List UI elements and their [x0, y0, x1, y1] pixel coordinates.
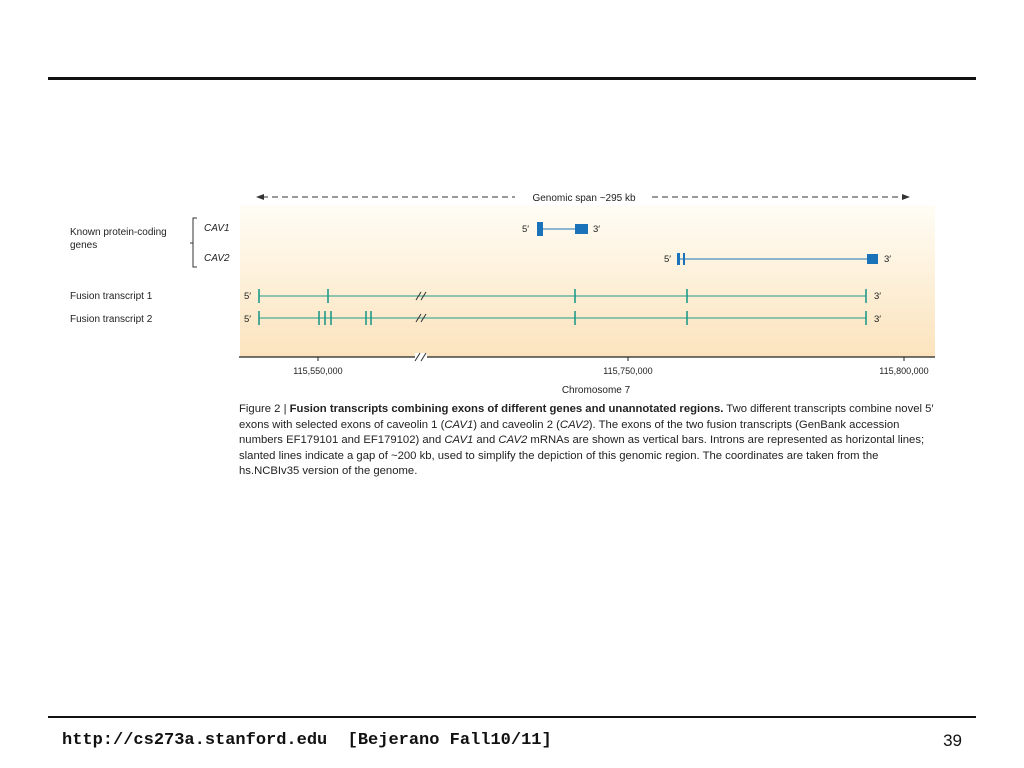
cav2-exon-2	[683, 253, 685, 265]
axis-tick-label-3: 115,800,000	[879, 366, 928, 376]
caption-cav2: CAV2	[498, 434, 528, 446]
cav1-3prime: 3′	[593, 224, 600, 235]
caption-text: Two different transcripts combine novel …	[239, 403, 934, 431]
caption-text: ) and caveolin 2 (	[473, 418, 560, 431]
arrowhead-right	[902, 194, 910, 200]
fusion-transcript-1-label: Fusion transcript 1	[70, 291, 153, 302]
axis-label: Chromosome 7	[562, 385, 631, 396]
caption-cav1: CAV1	[444, 434, 474, 446]
cav2-exon-1	[677, 253, 680, 265]
axis-tick-label-1: 115,550,000	[293, 366, 342, 376]
fusion2-5prime: 5′	[244, 314, 251, 325]
known-genes-label-line2: genes	[70, 240, 97, 251]
caption-text: and	[473, 434, 499, 446]
fusion2-3prime: 3′	[874, 314, 881, 325]
fusion1-5prime: 5′	[244, 291, 251, 302]
caption-text: ). The exons of the two fusion transcrip…	[239, 418, 900, 447]
caption-text: mRNAs are shown as vertical bars. Intron…	[239, 434, 925, 477]
arrowhead-left	[256, 194, 264, 200]
caption-title: Fusion transcripts combining exons of di…	[289, 403, 724, 415]
axis-gap-mark	[414, 352, 427, 362]
fusion2-exons	[258, 311, 867, 325]
caption-cav1: CAV1	[444, 418, 474, 431]
caption-cav2: CAV2	[559, 418, 589, 431]
cav1-exon-2	[575, 224, 588, 234]
footer-url: http://cs273a.stanford.edu [Bejerano Fal…	[62, 731, 552, 750]
cav2-5prime: 5′	[664, 254, 671, 265]
axis-ticks	[317, 357, 905, 361]
fusion2-gap-mark	[415, 313, 427, 323]
cav1-exon-1	[537, 222, 543, 236]
caption-prefix: Figure 2 |	[239, 403, 290, 415]
bottom-rule	[48, 716, 976, 718]
figure-caption: Figure 2 | Fusion transcripts combining …	[239, 402, 939, 480]
genomic-span-label: Genomic span ~295 kb	[532, 193, 636, 204]
page-number: 39	[943, 731, 962, 750]
cav2-3prime: 3′	[884, 254, 891, 265]
cav1-5prime: 5′	[522, 224, 529, 235]
known-genes-label-line1: Known protein-coding	[70, 227, 167, 238]
top-rule	[48, 77, 976, 80]
cav1-label: CAV1	[204, 223, 230, 234]
gene-bracket	[190, 217, 197, 268]
fusion-transcript-figure: Genomic span ~295 kb Known protein-codin…	[70, 193, 935, 396]
cav2-label: CAV2	[204, 253, 230, 264]
fusion1-gap-mark	[415, 291, 427, 301]
axis-tick-label-2: 115,750,000	[603, 366, 652, 376]
cav2-exon-3	[867, 254, 878, 264]
fusion-transcript-2-label: Fusion transcript 2	[70, 314, 153, 325]
fusion1-3prime: 3′	[874, 291, 881, 302]
fusion1-exons	[258, 289, 867, 303]
